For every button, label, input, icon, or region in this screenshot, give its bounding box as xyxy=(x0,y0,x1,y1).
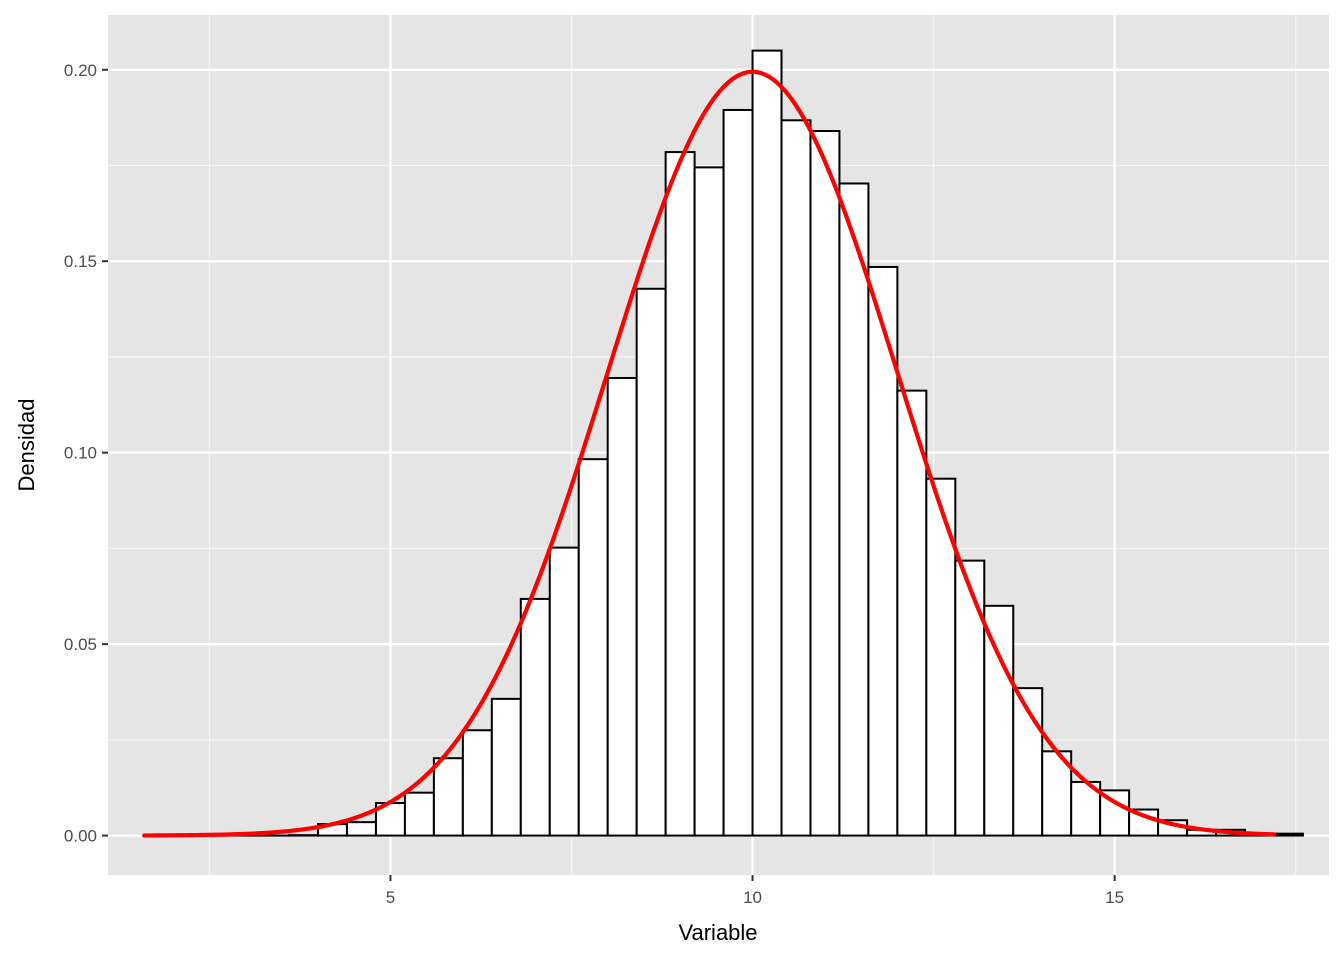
histogram-bar-24 xyxy=(838,182,870,837)
histogram-bar-12 xyxy=(490,697,522,837)
histogram-bar-11 xyxy=(461,729,493,837)
histogram-bar-14 xyxy=(548,546,580,837)
histogram-bar-39 xyxy=(1272,832,1304,837)
y-tick-label-2: 0.10 xyxy=(64,444,97,463)
histogram-bar-28 xyxy=(954,559,986,837)
y-tick-label-1: 0.05 xyxy=(64,635,97,654)
y-tick-label-4: 0.20 xyxy=(64,61,97,80)
histogram-bar-29 xyxy=(983,604,1015,837)
histogram-bar-21 xyxy=(751,49,783,837)
histogram-bar-34 xyxy=(1128,808,1160,837)
histogram-bar-13 xyxy=(519,597,551,837)
y-tick-label-3: 0.15 xyxy=(64,252,97,271)
histogram-bar-22 xyxy=(780,119,812,837)
histogram-bar-26 xyxy=(896,389,928,837)
histogram-bar-10 xyxy=(432,757,464,837)
histogram-bar-23 xyxy=(809,130,841,837)
histogram-bar-9 xyxy=(403,791,435,837)
density-curve xyxy=(142,69,1277,838)
y-axis: 0.00 0.05 0.10 0.15 0.20 xyxy=(64,61,108,846)
x-tick-label-2: 15 xyxy=(1105,888,1124,907)
histogram-bars xyxy=(143,49,1304,837)
density-curve-layer xyxy=(142,69,1277,838)
histogram-bar-20 xyxy=(722,108,754,837)
x-tick-label-0: 5 xyxy=(386,888,395,907)
x-tick-label-1: 10 xyxy=(743,888,762,907)
y-axis-title: Densidad xyxy=(14,399,39,492)
x-axis-title: Variable xyxy=(678,920,757,945)
histogram-bar-7 xyxy=(345,821,377,837)
histogram-bar-15 xyxy=(577,458,609,837)
y-tick-label-0: 0.00 xyxy=(64,827,97,846)
x-axis: 5 10 15 xyxy=(386,875,1124,907)
histogram-bar-16 xyxy=(606,376,638,837)
histogram-bar-18 xyxy=(664,151,696,837)
histogram-bar-17 xyxy=(635,287,667,837)
histogram-bar-19 xyxy=(693,166,725,837)
